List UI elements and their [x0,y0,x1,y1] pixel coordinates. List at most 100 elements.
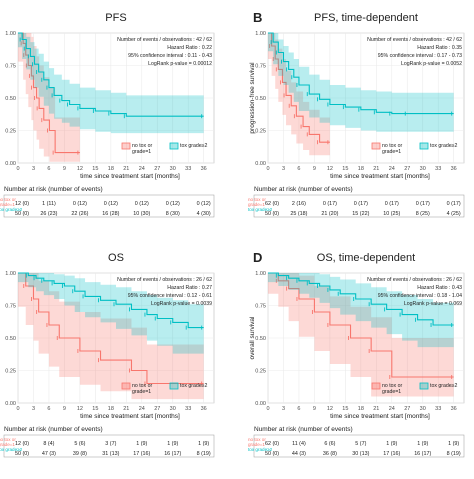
risk-cell: 50 (0) [15,211,29,217]
x-tick-label: 24 [389,166,395,172]
risk-cell: 30 (13) [352,451,369,457]
risk-cell: 39 (8) [73,451,87,457]
x-tick-label: 36 [201,166,207,172]
legend-label-line: tox grade≥2 [180,143,207,149]
risk-cell: 8 (30) [166,211,180,217]
chart-title: OS, time-dependent [317,252,415,264]
y-tick-label: 0.75 [5,64,16,70]
risk-row-label-line: grade=1 [248,442,265,447]
panel-letter: B [253,10,262,25]
risk-row-label-line: no tox or [0,437,16,442]
ci-band-tox [18,33,204,134]
risk-cell: 11 (4) [292,441,306,447]
x-tick-label: 6 [297,406,300,412]
risk-row-label-line: no tox or [248,197,266,202]
x-tick-label: 3 [32,406,35,412]
risk-cell: 10 (25) [383,211,400,217]
legend-label: no tox or grade=1 [382,383,402,395]
legend-swatch [121,382,131,390]
risk-cell: 1 (9) [417,441,428,447]
stats-line: LogRank p-value = 0.00012 [148,61,212,67]
risk-table-box [3,434,215,458]
x-tick-label: 18 [358,166,364,172]
risk-row-label-line: no tox or [248,437,266,442]
y-tick-label: 1.00 [255,31,266,37]
y-tick-label: 0.25 [5,369,16,375]
stats-line: LogRank p-value = 0.069 [404,301,462,307]
risk-row-label-line: no tox or [0,197,16,202]
legend-swatch [419,142,429,150]
risk-cell: 4 (25) [447,211,461,217]
risk-cell: 17 (16) [383,451,400,457]
risk-row-label-line: tox grade≥2 [0,447,23,452]
risk-table-box [253,434,465,458]
x-tick-label: 36 [451,406,457,412]
stats-line: Number of events / observations : 42 / 6… [117,37,212,43]
risk-cell: 0 (12) [166,201,180,207]
x-tick-label: 12 [327,166,333,172]
ci-band-no-tox [268,33,330,156]
x-tick-label: 9 [63,406,66,412]
x-tick-label: 27 [404,406,410,412]
legend-label: no tox or grade=1 [132,383,152,395]
x-tick-label: 24 [139,406,145,412]
risk-cell: 4 (30) [197,211,211,217]
km-curve-no-tox [268,272,454,378]
stats-line: Hazard Ratio : 0.35 [417,45,462,51]
x-tick-label: 33 [185,406,191,412]
x-tick-label: 0 [16,406,19,412]
legend-swatch [371,382,381,390]
x-tick-label: 24 [139,166,145,172]
x-tick-label: 21 [373,406,379,412]
stats-line: 95% confidence interval : 0.17 - 0.73 [378,53,462,59]
x-axis-label: time since treatment start [months] [80,173,180,180]
x-tick-label: 18 [358,406,364,412]
risk-cell: 26 (23) [40,211,57,217]
risk-cell: 16 (17) [414,451,431,457]
legend-label-line: grade=1 [382,149,401,155]
y-tick-label: 0.50 [255,96,266,102]
stats-line: Number of events / observations : 42 / 6… [367,37,462,43]
x-tick-label: 15 [342,406,348,412]
y-axis-label: overall survival [249,316,256,360]
legend-label: tox grade≥2 [430,383,457,389]
risk-cell: 12 (0) [15,201,29,207]
risk-cell: 5 (7) [355,441,366,447]
x-tick-label: 3 [282,166,285,172]
legend-label-line: grade=1 [132,149,151,155]
km-curve-tox [18,32,204,117]
legend-label-line: no tox or [132,383,152,389]
km-curve-tox [18,272,204,329]
x-tick-label: 33 [185,166,191,172]
chart-title: PFS [105,12,126,24]
x-tick-label: 12 [327,406,333,412]
legend-label: tox grade≥2 [180,143,207,149]
stats-line: Hazard Ratio : 0.22 [167,45,212,51]
chart-title: OS [108,252,124,264]
x-tick-label: 0 [16,166,19,172]
y-tick-label: 1.00 [255,271,266,277]
y-tick-label: 0.00 [5,401,16,407]
risk-cell: 0 (17) [416,201,430,207]
legend-label: no tox or grade=1 [132,143,152,155]
risk-row-label-line: grade=1 [0,442,15,447]
x-tick-label: 33 [435,166,441,172]
risk-cell: 0 (12) [197,201,211,207]
risk-cell: 15 (22) [352,211,369,217]
stats-line: 95% confidence interval : 0.11 - 0.43 [128,53,212,59]
risk-table-title: Number at risk (number of events) [254,426,353,433]
x-tick-label: 30 [170,406,176,412]
risk-cell: 0 (17) [323,201,337,207]
x-tick-label: 9 [63,166,66,172]
legend-label: no tox or grade=1 [382,143,402,155]
x-tick-label: 9 [313,406,316,412]
x-tick-label: 30 [420,406,426,412]
stats-line: Hazard Ratio : 0.27 [167,285,212,291]
risk-cell: 21 (20) [321,211,338,217]
y-tick-label: 0.50 [5,96,16,102]
risk-cell: 25 (18) [290,211,307,217]
x-tick-label: 30 [420,166,426,172]
x-tick-label: 3 [32,166,35,172]
